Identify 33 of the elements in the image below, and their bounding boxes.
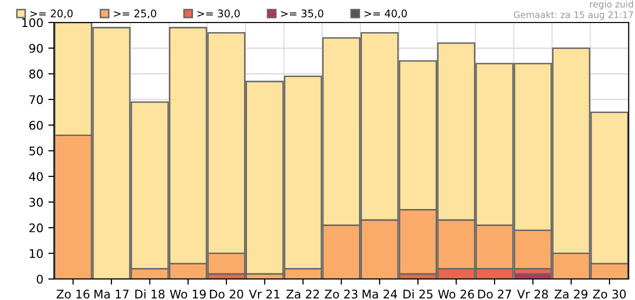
x-tick-label: Do 27: [478, 290, 512, 299]
legend-label: >= 20,0: [30, 9, 73, 18]
x-tick-label: Wo 26: [438, 290, 474, 299]
x-tick-label: Zo 30: [592, 290, 626, 299]
x-tick-label: Za 22: [286, 290, 319, 299]
x-tick-label: Di 25: [404, 289, 432, 299]
y-tick-label: 50: [29, 146, 43, 156]
y-tick-label: 40: [29, 172, 43, 182]
y-tick-label: 90: [29, 44, 43, 53]
y-tick-label: 30: [29, 198, 43, 207]
y-tick-label: 100: [22, 18, 43, 28]
x-tick-label: Ma 24: [362, 290, 398, 299]
x-tick-label: Di 18: [135, 289, 165, 299]
legend-label: >= 40,0: [364, 9, 407, 18]
x-tick-label: Ma 17: [94, 290, 129, 299]
y-tick-label: 70: [30, 95, 43, 104]
y-tick-label: 80: [29, 70, 43, 78]
x-tick-label: Za 29: [554, 290, 588, 299]
y-tick-label: 60: [29, 120, 43, 130]
legend-label: >= 35,0: [281, 9, 324, 18]
x-tick-label: Vr 21: [248, 290, 280, 298]
text: regio zuid: [590, 0, 633, 10]
y-tick-label: 20: [29, 223, 43, 232]
text: Gemaakt: za 15 aug 21:17: [514, 11, 633, 20]
legend-label: >= 30,0: [198, 9, 240, 18]
x-tick-label: Do 20: [210, 290, 244, 299]
y-tick-label: 10: [30, 249, 43, 258]
x-tick-label: Zo 23: [324, 290, 358, 299]
x-tick-label: Vr 28: [517, 290, 548, 299]
x-tick-label: Wo 19: [170, 290, 206, 299]
legend-label: >= 25,0: [114, 9, 156, 18]
x-tick-label: Zo 16: [56, 290, 90, 299]
y-tick-label: 0: [36, 274, 43, 284]
